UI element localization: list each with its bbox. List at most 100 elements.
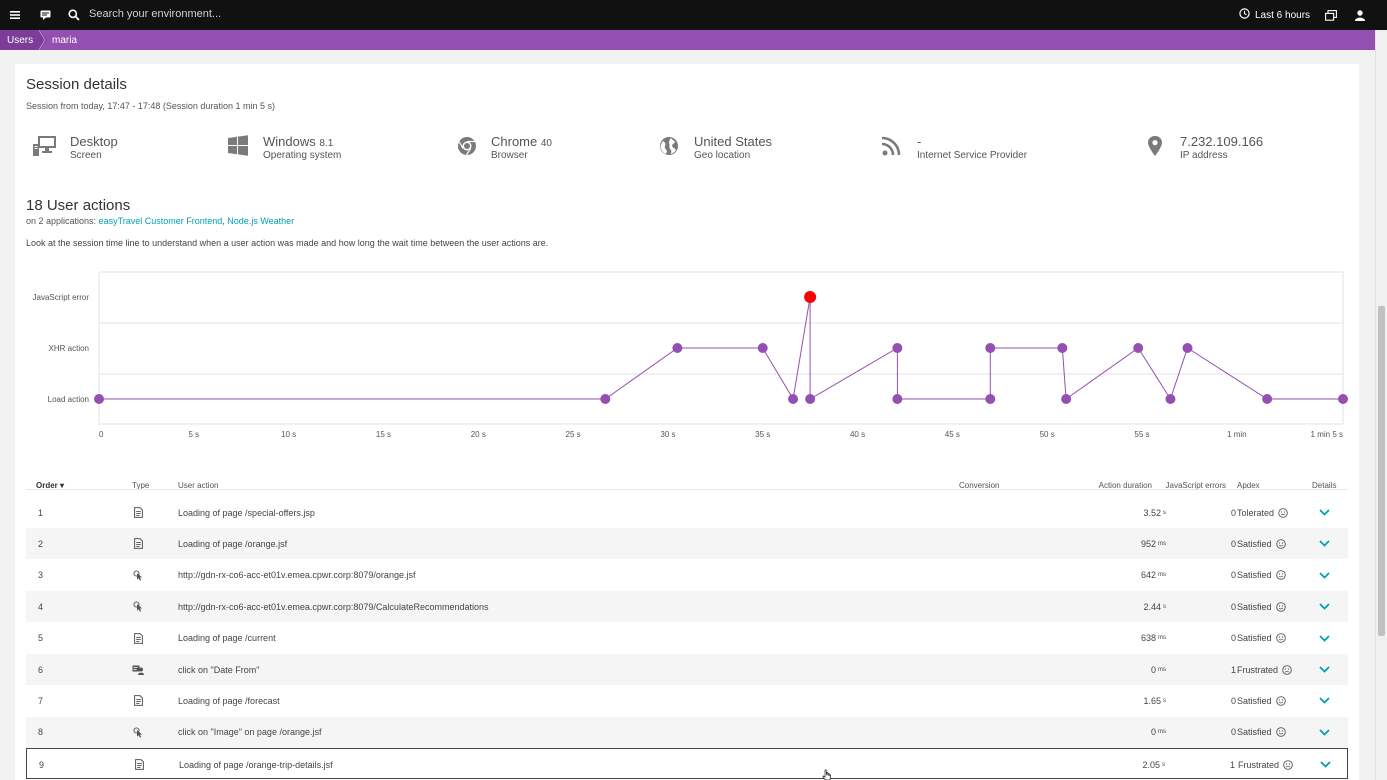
- windows-icon[interactable]: [1324, 0, 1338, 30]
- apdex-cell: Satisfied: [1237, 528, 1286, 559]
- order-cell: 9: [39, 759, 45, 770]
- apdex-cell: Tolerated: [1237, 497, 1288, 528]
- expand-details-chevron-icon[interactable]: [1316, 623, 1332, 654]
- user-action-point[interactable]: [757, 343, 768, 353]
- xhr-click-icon: [132, 560, 144, 591]
- frown-face-icon: [1283, 759, 1293, 770]
- expand-details-chevron-icon[interactable]: [1316, 528, 1332, 559]
- smile-face-icon: [1275, 727, 1286, 738]
- x-tick-label: 40 s: [850, 430, 865, 439]
- search-icon[interactable]: [66, 0, 82, 30]
- neutral-face-icon: [1278, 507, 1288, 518]
- action-duration-cell: 0 ms: [1150, 727, 1166, 738]
- type-header: Type: [132, 481, 150, 490]
- chrome-icon: [457, 135, 483, 159]
- chat-icon[interactable]: [36, 0, 54, 30]
- order-header[interactable]: Order ▾: [36, 481, 65, 490]
- user-action-point[interactable]: [805, 394, 816, 404]
- user-action-point[interactable]: [94, 394, 104, 404]
- order-cell: 5: [38, 633, 44, 644]
- user-action-cell: Loading of page /orange-trip-details.jsf: [179, 759, 333, 770]
- order-cell: 4: [38, 601, 44, 612]
- details-header: Details: [1312, 481, 1337, 490]
- table-row[interactable]: 1 Loading of page /special-offers.jsp 3.52…: [26, 497, 1348, 528]
- user-action-point[interactable]: [672, 343, 683, 353]
- order-cell: 8: [38, 727, 44, 738]
- os-value: Windows 8.1: [263, 134, 334, 149]
- breadcrumb-users[interactable]: Users: [0, 30, 40, 50]
- isp-label: Internet Service Provider: [917, 150, 1028, 161]
- user-action-point[interactable]: [985, 343, 996, 353]
- user-action-point[interactable]: [1061, 394, 1072, 404]
- user-action-point[interactable]: [985, 394, 996, 404]
- expand-details-chevron-icon[interactable]: [1316, 654, 1332, 685]
- clock-icon: [1239, 8, 1250, 22]
- table-row[interactable]: 6 click on "Date From" 0 ms 1 Frustrated: [26, 654, 1348, 685]
- table-row[interactable]: 3 http://gdn-rx-co6-acc-et01v.emea.cpwr.c…: [26, 560, 1348, 591]
- user-action-point[interactable]: [788, 394, 799, 404]
- xhr-click-icon: [132, 717, 144, 748]
- isp-value: -: [917, 134, 922, 149]
- table-row[interactable]: 8 click on "Image" on page /orange.jsf 0 ms…: [26, 716, 1348, 748]
- table-row[interactable]: 5 Loading of page /current 638 ms 0 Satisfied: [26, 623, 1348, 654]
- timeframe-selector[interactable]: Last 6 hours: [1239, 0, 1310, 30]
- user-action-point[interactable]: [600, 394, 611, 404]
- expand-details-chevron-icon[interactable]: [1316, 717, 1332, 748]
- table-row[interactable]: 2 Loading of page /orange.jsf 952 ms 0 Satisf…: [26, 528, 1348, 560]
- series-line: [99, 296, 1343, 401]
- order-cell: 7: [38, 695, 44, 706]
- page-load-icon: [132, 623, 144, 654]
- breadcrumb-separator: [33, 30, 47, 50]
- x-tick-label: 10 s: [281, 430, 296, 439]
- page-load-icon: [132, 685, 144, 716]
- table-header-divider: [26, 489, 1348, 490]
- session-timeline-chart[interactable]: JavaScript error XHR action Load action 0 5 …: [26, 270, 1356, 445]
- windows-logo-icon: [228, 135, 254, 159]
- user-action-point[interactable]: [1262, 394, 1273, 404]
- geo-label: Geo location: [694, 150, 751, 161]
- smile-face-icon: [1275, 696, 1286, 706]
- javascript-errors-cell: 0: [1230, 601, 1236, 612]
- user-action-point[interactable]: [1133, 343, 1144, 353]
- expand-details-chevron-icon[interactable]: [1316, 685, 1332, 716]
- applications-line: on 2 applications: easyTravel Customer F…: [26, 216, 295, 226]
- xhr-click-icon: [132, 591, 144, 622]
- search-input[interactable]: Search your environment...: [89, 8, 222, 20]
- expand-details-chevron-icon[interactable]: [1316, 591, 1332, 622]
- action-duration-cell: 642 ms: [1140, 570, 1166, 581]
- actions-description: Look at the session time line to underst…: [26, 238, 549, 248]
- user-action-point[interactable]: [1338, 394, 1348, 404]
- action-duration-cell: 1.65 s: [1143, 695, 1166, 706]
- x-tick-label: 45 s: [945, 430, 960, 439]
- menu-icon[interactable]: [6, 0, 24, 30]
- screen-value: Desktop: [70, 134, 118, 149]
- javascript-error-point[interactable]: [804, 291, 817, 303]
- user-action-point[interactable]: [1057, 343, 1068, 353]
- apdex-cell: Satisfied: [1237, 560, 1286, 591]
- table-header: Order ▾ Type User action Conversion Acti…: [26, 481, 1348, 491]
- table-row[interactable]: 7 Loading of page /forecast 1.65 s 0 Satisfie…: [26, 685, 1348, 716]
- apdex-cell: Frustrated: [1238, 749, 1293, 780]
- smile-face-icon: [1275, 601, 1286, 612]
- javascript-errors-cell: 0: [1230, 727, 1236, 738]
- breadcrumb-maria[interactable]: maria: [52, 34, 78, 46]
- app-link-nodejs-weather[interactable]: Node.js Weather: [227, 216, 295, 226]
- apdex-cell: Satisfied: [1237, 685, 1286, 716]
- expand-details-chevron-icon[interactable]: [1316, 560, 1332, 591]
- info-os: Windows 8.1 Operating system: [228, 132, 388, 162]
- expand-details-chevron-icon[interactable]: [1317, 749, 1333, 780]
- x-tick-label: 25 s: [566, 430, 581, 439]
- table-row[interactable]: 4 http://gdn-rx-co6-acc-et01v.emea.cpwr.c…: [26, 591, 1348, 623]
- javascript-errors-header: JavaScript errors: [1165, 481, 1226, 490]
- user-icon[interactable]: [1353, 0, 1367, 30]
- user-action-point[interactable]: [892, 394, 903, 404]
- expand-details-chevron-icon[interactable]: [1316, 497, 1332, 528]
- app-link-easytravel[interactable]: easyTravel Customer Frontend: [98, 216, 223, 226]
- user-action-point[interactable]: [1165, 394, 1176, 404]
- user-action-point[interactable]: [1182, 343, 1193, 353]
- ip-value: 7.232.109.166: [1180, 134, 1264, 149]
- scrollbar-thumb[interactable]: [1378, 306, 1385, 636]
- user-action-point[interactable]: [892, 343, 903, 353]
- table-row[interactable]: 9 Loading of page /orange-trip-details.js…: [26, 748, 1348, 780]
- user-action-cell: http://gdn-rx-co6-acc-et01v.emea.cpwr.co…: [178, 570, 416, 581]
